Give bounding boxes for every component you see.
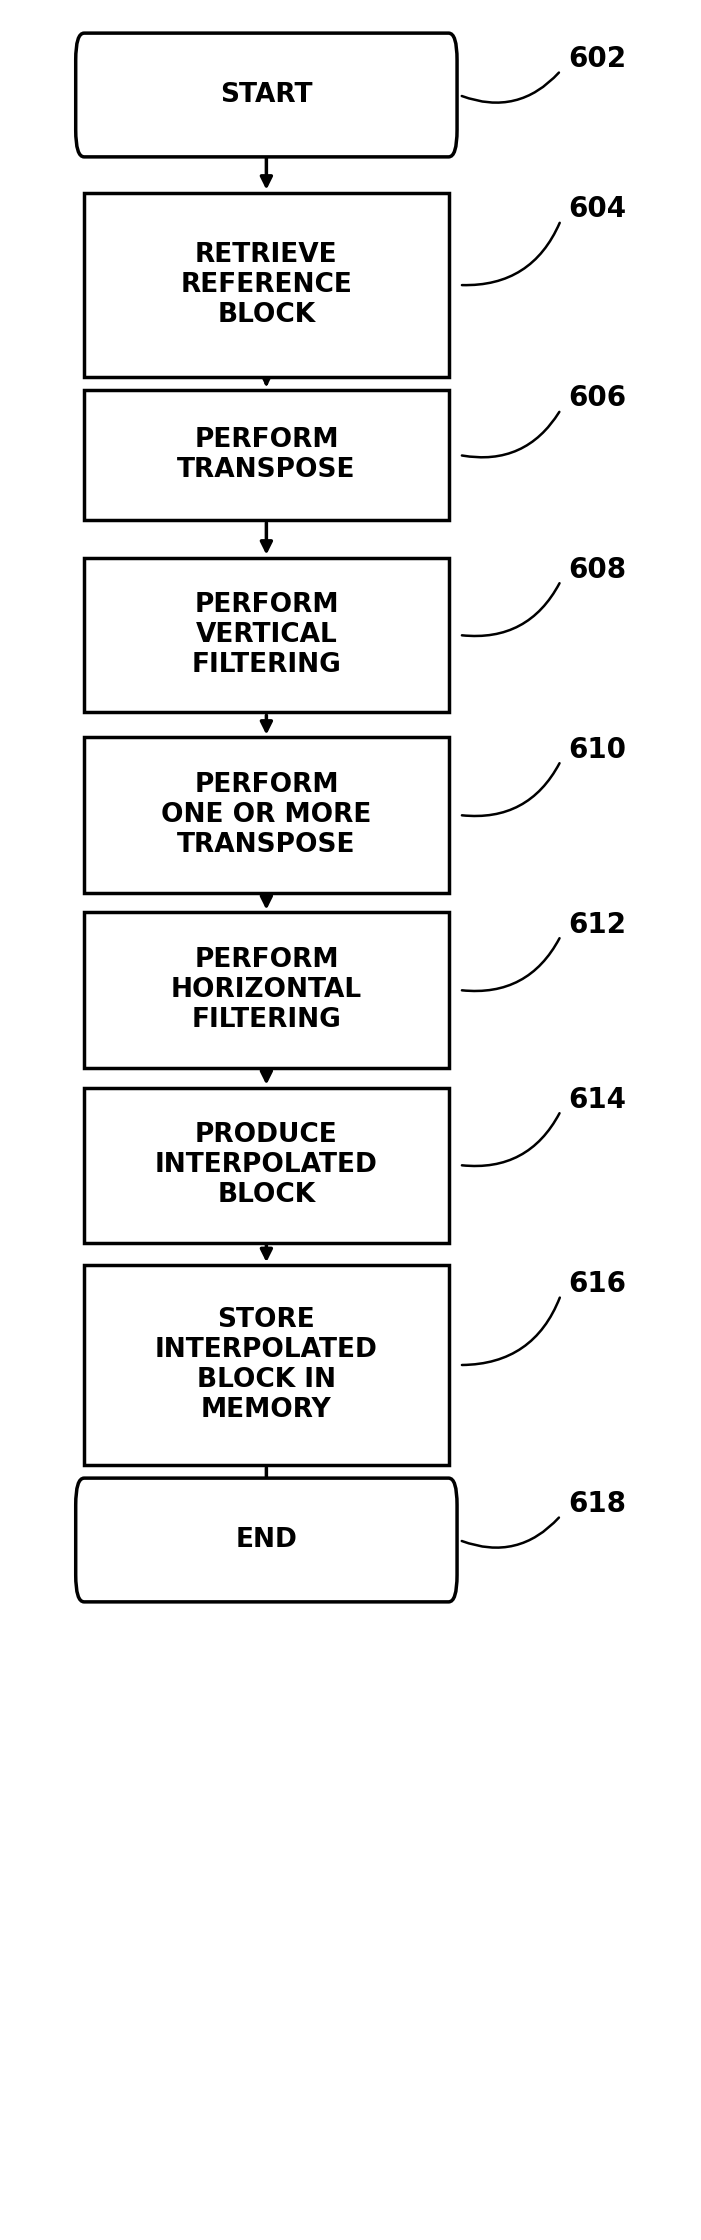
Text: 608: 608 — [568, 556, 626, 585]
Text: STORE
INTERPOLATED
BLOCK IN
MEMORY: STORE INTERPOLATED BLOCK IN MEMORY — [155, 1306, 378, 1422]
FancyBboxPatch shape — [76, 34, 457, 157]
FancyBboxPatch shape — [84, 558, 449, 712]
Text: END: END — [236, 1528, 297, 1552]
Text: 606: 606 — [568, 385, 626, 412]
Text: 610: 610 — [568, 735, 626, 764]
FancyBboxPatch shape — [84, 912, 449, 1068]
FancyBboxPatch shape — [76, 1478, 457, 1602]
FancyBboxPatch shape — [84, 390, 449, 520]
Text: 616: 616 — [568, 1270, 626, 1297]
Text: PERFORM
VERTICAL
FILTERING: PERFORM VERTICAL FILTERING — [191, 591, 341, 679]
FancyBboxPatch shape — [84, 1266, 449, 1465]
Text: START: START — [220, 83, 313, 108]
Text: 612: 612 — [568, 909, 626, 939]
Text: PERFORM
ONE OR MORE
TRANSPOSE: PERFORM ONE OR MORE TRANSPOSE — [161, 773, 372, 858]
Text: 604: 604 — [568, 195, 626, 224]
Text: RETRIEVE
REFERENCE
BLOCK: RETRIEVE REFERENCE BLOCK — [180, 242, 353, 327]
FancyBboxPatch shape — [84, 737, 449, 892]
Text: 618: 618 — [568, 1490, 626, 1519]
FancyBboxPatch shape — [84, 193, 449, 379]
FancyBboxPatch shape — [84, 1086, 449, 1243]
Text: PRODUCE
INTERPOLATED
BLOCK: PRODUCE INTERPOLATED BLOCK — [155, 1122, 378, 1207]
Text: PERFORM
TRANSPOSE: PERFORM TRANSPOSE — [177, 428, 355, 484]
Text: 614: 614 — [568, 1086, 626, 1113]
Text: 602: 602 — [568, 45, 626, 74]
Text: PERFORM
HORIZONTAL
FILTERING: PERFORM HORIZONTAL FILTERING — [171, 948, 362, 1033]
